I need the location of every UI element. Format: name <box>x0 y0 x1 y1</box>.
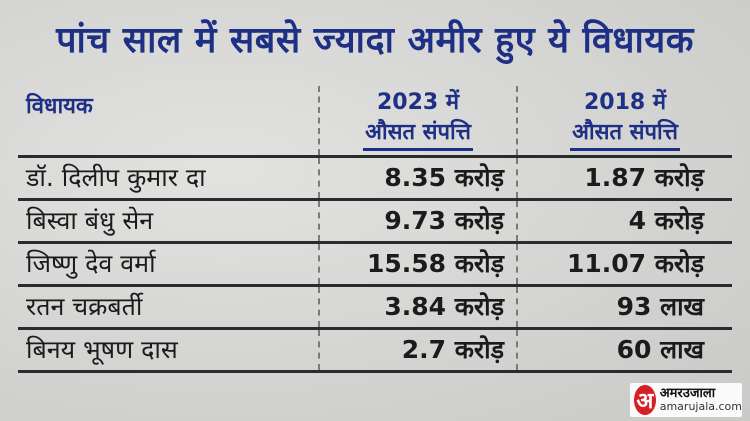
table-header-row: विधायक 2023 में औसत संपत्ति 2018 में औसत… <box>18 86 732 158</box>
assets-2023: 8.35 करोड़ <box>318 156 517 201</box>
header-2018: 2018 में औसत संपत्ति <box>516 86 732 158</box>
table-row: बिस्वा बंधु सेन 9.73 करोड़ 4 करोड़ <box>18 199 732 244</box>
assets-2018: 4 करोड़ <box>516 199 732 244</box>
assets-2018: 93 लाख <box>516 285 732 330</box>
logo-mark-icon: अ <box>634 385 656 415</box>
table-row: बिनय भूषण दास 2.7 करोड़ 60 लाख <box>18 328 732 373</box>
table-row: डॉ. दिलीप कुमार दा 8.35 करोड़ 1.87 करोड़ <box>18 156 732 201</box>
assets-2018: 1.87 करोड़ <box>516 156 732 201</box>
table-row: रतन चक्रबर्ती 3.84 करोड़ 93 लाख <box>18 285 732 330</box>
logo-domain: amarujala.com <box>659 400 742 413</box>
header-2018-year: 2018 में <box>583 90 667 115</box>
mla-name: बिस्वा बंधु सेन <box>18 199 319 244</box>
table-row: जिष्णु देव वर्मा 15.58 करोड़ 11.07 करोड़ <box>18 242 732 287</box>
mla-name: रतन चक्रबर्ती <box>18 285 319 330</box>
amar-ujala-logo[interactable]: अ अमरउजाला amarujala.com <box>630 383 742 417</box>
assets-2023: 9.73 करोड़ <box>318 199 517 244</box>
assets-2023: 2.7 करोड़ <box>318 328 517 373</box>
header-2018-label: औसत संपत्ति <box>570 118 680 151</box>
mla-name: डॉ. दिलीप कुमार दा <box>18 156 319 201</box>
header-2023-label: औसत संपत्ति <box>363 118 473 151</box>
page-title: पांच साल में सबसे ज्यादा अमीर हुए ये विध… <box>56 19 694 61</box>
header-2023-year: 2023 में <box>376 90 460 115</box>
header-2023: 2023 में औसत संपत्ति <box>318 86 517 158</box>
assets-2018: 11.07 करोड़ <box>516 242 732 287</box>
assets-2018: 60 लाख <box>516 328 732 373</box>
mla-name: बिनय भूषण दास <box>18 328 319 373</box>
assets-2023: 15.58 करोड़ <box>318 242 517 287</box>
assets-table: विधायक 2023 में औसत संपत्ति 2018 में औसत… <box>18 86 732 373</box>
logo-name: अमरउजाला <box>659 386 716 401</box>
mla-name: जिष्णु देव वर्मा <box>18 242 319 287</box>
assets-2023: 3.84 करोड़ <box>318 285 517 330</box>
header-mla: विधायक <box>18 86 319 158</box>
